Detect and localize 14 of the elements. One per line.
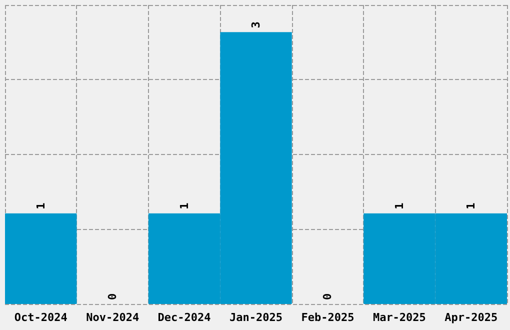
x-tick-label: Nov-2024 bbox=[86, 311, 140, 324]
x-tick-label: Apr-2025 bbox=[444, 311, 498, 324]
data-label: 1 bbox=[464, 202, 478, 210]
data-label: 3 bbox=[250, 22, 262, 28]
data-label: 0 bbox=[321, 293, 334, 300]
x-tick-label: Jan-2025 bbox=[230, 311, 282, 324]
x-tick-label: Dec-2024 bbox=[158, 311, 212, 324]
data-label: 0 bbox=[106, 293, 120, 300]
data-label: 1 bbox=[34, 202, 48, 210]
x-tick-label: Mar-2025 bbox=[372, 311, 426, 324]
x-tick-label: Feb-2025 bbox=[301, 311, 354, 324]
data-label: 1 bbox=[392, 202, 406, 210]
data-label: 1 bbox=[178, 202, 191, 210]
x-tick-label: Oct-2024 bbox=[14, 311, 68, 324]
